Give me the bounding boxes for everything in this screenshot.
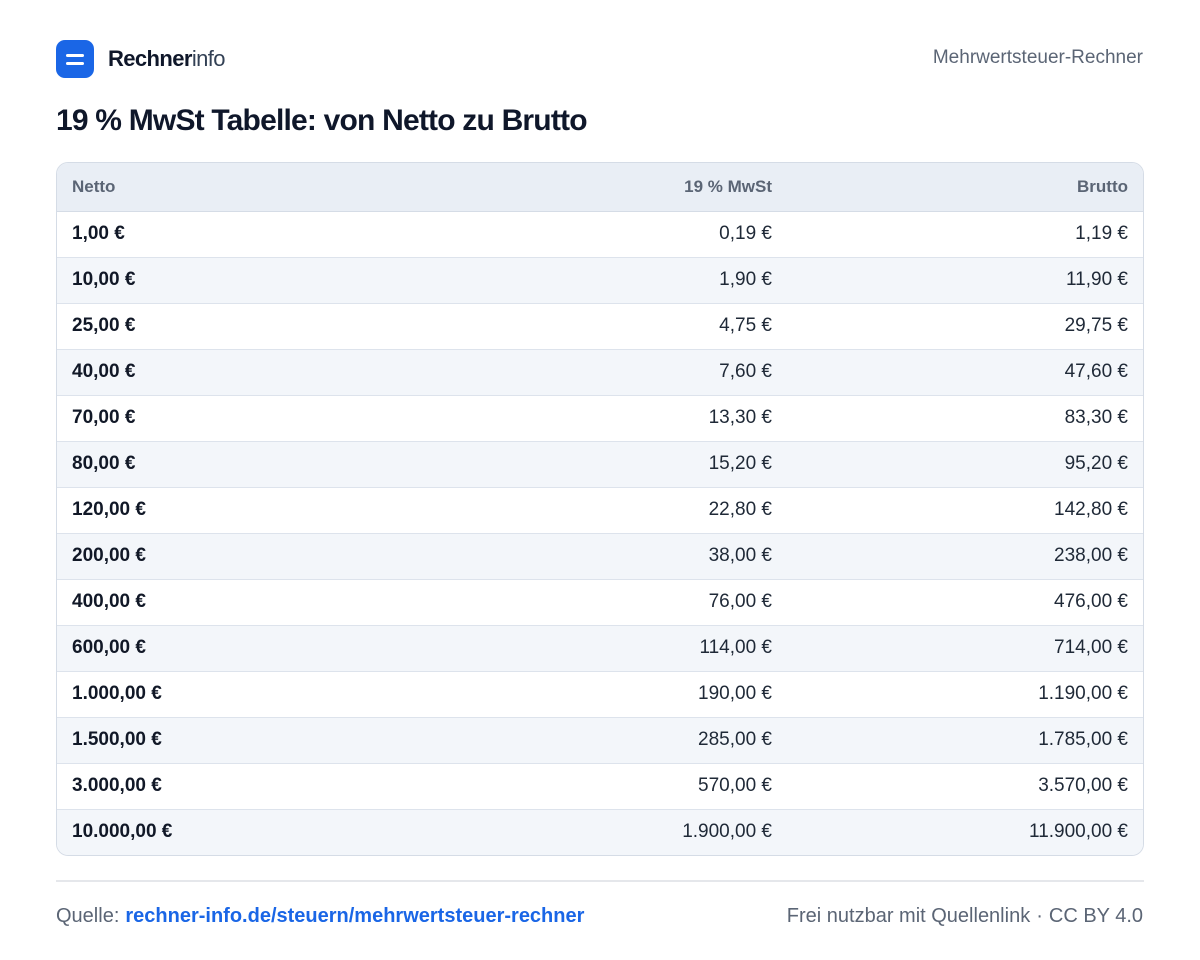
source-label: Quelle: bbox=[56, 905, 120, 927]
cell-mwst: 13,30 € bbox=[417, 394, 787, 441]
cell-brutto: 11.900,00 € bbox=[787, 808, 1143, 855]
cell-netto: 40,00 € bbox=[57, 348, 417, 395]
column-header-brutto: Brutto bbox=[787, 163, 1143, 212]
cell-netto: 400,00 € bbox=[57, 578, 417, 625]
page-title: 19 % MwSt Tabelle: von Netto zu Brutto bbox=[56, 104, 588, 137]
footer-divider bbox=[56, 880, 1144, 882]
license-badge: CC BY 4.0 bbox=[1048, 905, 1143, 927]
table-row: 1.000,00 € 190,00 € 1.190,00 € bbox=[57, 670, 1143, 717]
column-header-netto: Netto bbox=[57, 163, 417, 212]
table-row: 1,00 € 0,19 € 1,19 € bbox=[57, 211, 1143, 257]
cell-netto: 1.000,00 € bbox=[57, 670, 417, 717]
table-row: 10,00 € 1,90 € 11,90 € bbox=[57, 256, 1143, 303]
cell-brutto: 1.785,00 € bbox=[787, 716, 1143, 763]
table-row: 25,00 € 4,75 € 29,75 € bbox=[57, 302, 1143, 349]
cell-brutto: 29,75 € bbox=[787, 302, 1143, 349]
cell-mwst: 190,00 € bbox=[417, 670, 787, 717]
cell-mwst: 1,90 € bbox=[417, 256, 787, 303]
cell-brutto: 83,30 € bbox=[787, 394, 1143, 441]
cell-netto: 10.000,00 € bbox=[57, 808, 417, 855]
cell-mwst: 285,00 € bbox=[417, 716, 787, 763]
brand-name-light: info bbox=[191, 46, 226, 71]
cell-brutto: 47,60 € bbox=[787, 348, 1143, 395]
cell-netto: 1.500,00 € bbox=[57, 716, 417, 763]
license-text: Frei nutzbar mit Quellenlink bbox=[786, 905, 1031, 927]
cell-netto: 25,00 € bbox=[57, 302, 417, 349]
footer-separator: · bbox=[1036, 905, 1043, 927]
cell-mwst: 114,00 € bbox=[417, 624, 787, 671]
table-header-row: Netto 19 % MwSt Brutto bbox=[57, 163, 1143, 212]
table-row: 200,00 € 38,00 € 238,00 € bbox=[57, 532, 1143, 579]
cell-netto: 200,00 € bbox=[57, 532, 417, 579]
cell-netto: 70,00 € bbox=[57, 394, 417, 441]
table-row: 600,00 € 114,00 € 714,00 € bbox=[57, 624, 1143, 671]
cell-netto: 600,00 € bbox=[57, 624, 417, 671]
cell-netto: 80,00 € bbox=[57, 440, 417, 487]
cell-brutto: 3.570,00 € bbox=[787, 762, 1143, 809]
cell-mwst: 7,60 € bbox=[417, 348, 787, 395]
table-row: 400,00 € 76,00 € 476,00 € bbox=[57, 578, 1143, 625]
cell-netto: 1,00 € bbox=[72, 223, 125, 244]
vat-table: Netto 19 % MwSt Brutto 1,00 € 0,19 € 1,1… bbox=[56, 162, 1144, 856]
cell-netto: 3.000,00 € bbox=[57, 762, 417, 809]
footer-license: Frei nutzbar mit Quellenlink · CC BY 4.0 bbox=[787, 905, 1143, 928]
table-row: 80,00 € 15,20 € 95,20 € bbox=[57, 440, 1143, 487]
logo-icon bbox=[56, 40, 94, 78]
cell-brutto: 476,00 € bbox=[787, 578, 1143, 625]
cell-brutto: 1,19 € bbox=[1075, 223, 1128, 244]
column-header-mwst: 19 % MwSt bbox=[417, 163, 787, 212]
brand[interactable]: Rechnerinfo bbox=[56, 40, 226, 78]
cell-mwst: 38,00 € bbox=[417, 532, 787, 579]
cell-mwst: 1.900,00 € bbox=[417, 808, 787, 855]
cell-brutto: 1.190,00 € bbox=[787, 670, 1143, 717]
table-row: 70,00 € 13,30 € 83,30 € bbox=[57, 394, 1143, 441]
cell-brutto: 142,80 € bbox=[787, 486, 1143, 533]
cell-brutto: 238,00 € bbox=[787, 532, 1143, 579]
cell-brutto: 11,90 € bbox=[787, 256, 1143, 303]
table-row: 1.500,00 € 285,00 € 1.785,00 € bbox=[57, 716, 1143, 763]
cell-mwst: 76,00 € bbox=[417, 578, 787, 625]
cell-mwst: 570,00 € bbox=[417, 762, 787, 809]
table-row: 3.000,00 € 570,00 € 3.570,00 € bbox=[57, 762, 1143, 809]
table-row: 120,00 € 22,80 € 142,80 € bbox=[57, 486, 1143, 533]
header-calculator-label: Mehrwertsteuer-Rechner bbox=[932, 47, 1143, 68]
cell-mwst: 15,20 € bbox=[417, 440, 787, 487]
table-row: 40,00 € 7,60 € 47,60 € bbox=[57, 348, 1143, 395]
brand-name: Rechnerinfo bbox=[108, 46, 226, 72]
cell-mwst: 0,19 € bbox=[719, 223, 772, 244]
cell-mwst: 22,80 € bbox=[417, 486, 787, 533]
cell-brutto: 95,20 € bbox=[787, 440, 1143, 487]
footer-source: Quelle: rechner-info.de/steuern/mehrwerts… bbox=[56, 905, 584, 928]
source-link[interactable]: rechner-info.de/steuern/mehrwertsteuer-r… bbox=[125, 905, 585, 927]
brand-name-strong: Rechner bbox=[108, 46, 192, 71]
cell-netto: 120,00 € bbox=[57, 486, 417, 533]
cell-brutto: 714,00 € bbox=[787, 624, 1143, 671]
cell-netto: 10,00 € bbox=[57, 256, 417, 303]
table-row: 10.000,00 € 1.900,00 € 11.900,00 € bbox=[57, 808, 1143, 855]
cell-mwst: 4,75 € bbox=[417, 302, 787, 349]
